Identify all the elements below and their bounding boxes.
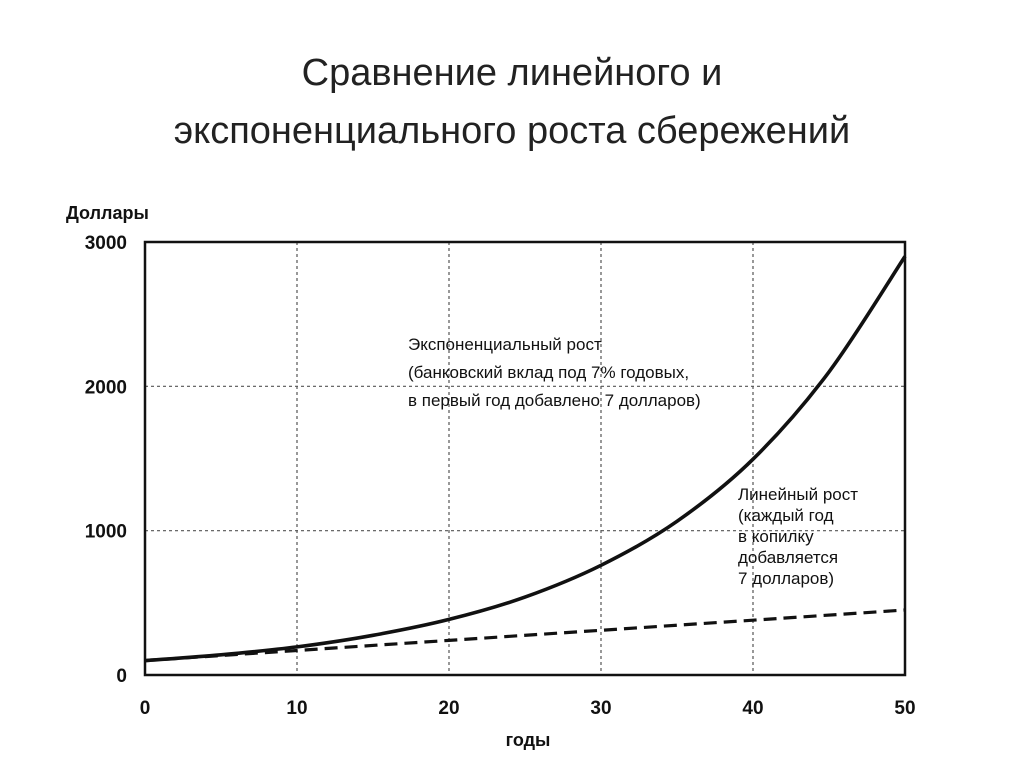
chart-annotations: Экспоненциальный рост (банковский вклад п… [408, 335, 858, 588]
y-axis-label: Доллары [66, 203, 149, 223]
y-tick-label: 1000 [85, 522, 127, 543]
linear-annotation-line: Линейный рост [738, 485, 858, 504]
slide-title-line-2: экспоненциального роста сбережений [173, 110, 851, 152]
linear-annotation-line: в копилку [738, 527, 814, 546]
plot-frame [143, 240, 907, 677]
linear-annotation-line: (каждый год [738, 506, 834, 525]
exponential-growth-line [144, 255, 907, 663]
x-tick-label: 10 [286, 698, 307, 719]
chart-series [144, 255, 907, 663]
x-tick-label: 20 [438, 698, 459, 719]
y-tick-label: 2000 [85, 377, 127, 398]
linear-annotation-line: 7 долларов) [738, 569, 834, 588]
y-tick-label: 0 [116, 666, 127, 687]
linear-annotation-line: добавляется [738, 548, 838, 567]
linear-growth-line [144, 608, 906, 663]
slide-title-line-1: Сравнение линейного и [301, 52, 723, 94]
slide-title: Сравнение линейного и экспоненциального … [0, 44, 1024, 160]
y-tick-label: 3000 [85, 233, 127, 254]
x-axis-label: годы [506, 730, 551, 750]
exponential-annotation-line: Экспоненциальный рост [408, 335, 602, 354]
x-tick-labels: 0 10 20 30 40 50 [140, 698, 916, 719]
exponential-annotation-line: в первый год добавлено 7 долларов) [408, 391, 701, 410]
x-tick-label: 30 [590, 698, 611, 719]
x-tick-label: 40 [742, 698, 763, 719]
chart-grid [145, 242, 905, 675]
x-tick-label: 0 [140, 698, 151, 719]
exponential-annotation-line: (банковский вклад под 7% годовых, [408, 363, 689, 382]
y-tick-labels: 0 1000 2000 3000 [85, 233, 127, 687]
x-tick-label: 50 [894, 698, 915, 719]
